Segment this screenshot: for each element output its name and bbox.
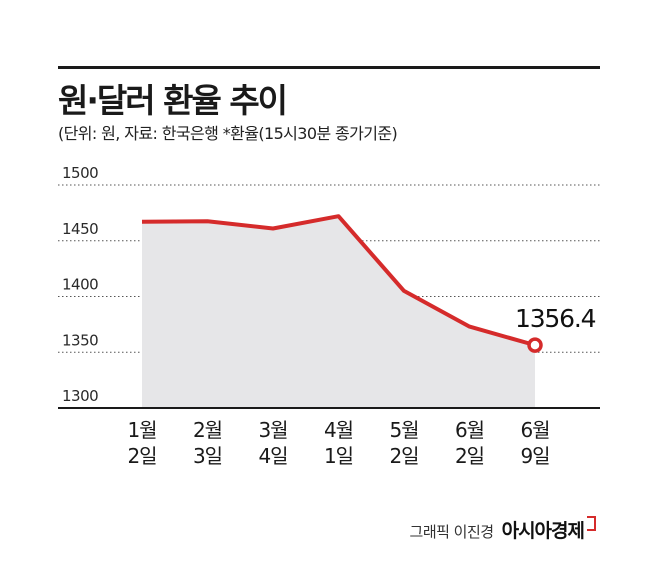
last-point-marker [527,337,543,353]
y-axis-ticks: 1500 1450 1400 1350 1300 [62,164,99,405]
x-tick-day: 3일 [193,444,222,468]
x-tick-month: 1월 [127,418,156,442]
x-tick-month: 3월 [258,418,287,442]
x-tick-day: 2일 [455,444,484,468]
chart-subtitle: (단위: 원, 자료: 한국은행 *환율(15시30분 종가기준) [58,124,398,143]
y-tick-label: 1400 [62,276,98,294]
x-tick-day: 1일 [324,444,353,468]
y-tick-label: 1350 [62,331,98,349]
x-tick-month: 4월 [324,418,353,442]
x-tick-month: 6월 [455,418,484,442]
title-rule [58,66,600,69]
brand-logo: 아시아경제 [501,520,585,542]
credit: 그래픽 이진경 아시아경제 [410,516,596,543]
x-tick-day: 2일 [127,444,156,468]
series-line [141,214,536,348]
x-tick-month: 2월 [193,418,222,442]
last-value-label: 1356.4 [515,304,596,333]
chart-title: 원·달러 환율 추이 [58,81,288,120]
x-tick-day: 2일 [389,444,418,468]
y-tick-label: 1300 [62,387,98,405]
x-tick-month: 6월 [520,418,549,442]
y-tick-label: 1450 [62,220,98,238]
graphic-credit: 그래픽 이진경 [409,523,495,541]
x-tick-day: 9일 [520,444,549,468]
x-tick-month: 5월 [389,418,418,442]
y-tick-label: 1500 [62,164,98,182]
x-tick-day: 4일 [258,444,287,468]
area-fill [142,216,535,408]
brand-mark-icon [587,516,596,531]
